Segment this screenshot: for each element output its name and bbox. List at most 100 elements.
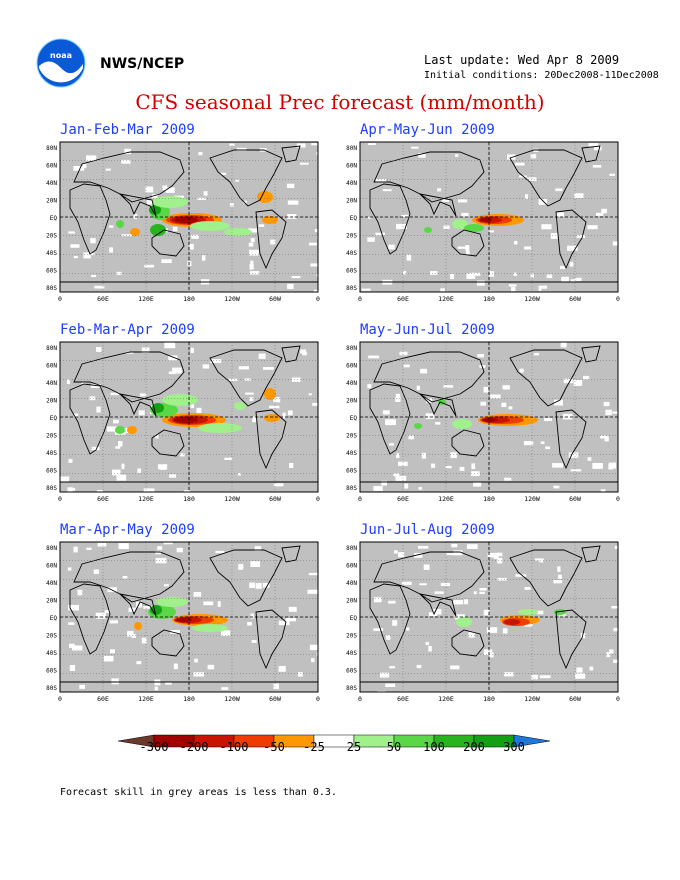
lon-label: 120W [224, 295, 240, 303]
anomaly-patch [130, 228, 140, 236]
lat-label: 80S [346, 485, 357, 492]
lat-label: 60N [46, 163, 57, 170]
lon-label: 60W [569, 695, 581, 703]
page-title: CFS seasonal Prec forecast (mm/month) [135, 90, 545, 114]
lon-label: 60E [397, 495, 409, 503]
lat-label: 40S [46, 650, 57, 657]
lat-label: 80N [346, 145, 357, 152]
colorbar-label: -50 [263, 740, 285, 754]
lat-label: 40S [46, 450, 57, 457]
anomaly-patch [149, 205, 161, 215]
lon-label: 120E [438, 695, 454, 703]
lat-label: 80S [46, 485, 57, 492]
lat-label: EQ [50, 615, 58, 622]
anomaly-patch [134, 622, 142, 630]
last-update-text: Last update: Wed Apr 8 2009 [424, 53, 620, 67]
lat-label: 20S [346, 433, 357, 440]
lon-label: 0 [358, 495, 362, 503]
lat-label: 60N [346, 163, 357, 170]
lon-label: 180 [183, 495, 195, 503]
forecast-map-mam: 80N 60N 40N 20N EQ 20S 40S 60S 80S 0 60E 120E 180 120… [32, 540, 322, 705]
lat-label: 60S [46, 668, 57, 675]
lon-label: 120E [438, 495, 454, 503]
lat-label: 40S [346, 450, 357, 457]
lon-label: 120E [138, 495, 154, 503]
lat-label: 40N [346, 180, 357, 187]
lat-label: 60N [46, 563, 57, 570]
colorbar-label: -100 [219, 740, 249, 754]
anomaly-patch [262, 216, 278, 224]
lon-label: 120E [138, 695, 154, 703]
lon-label: 120E [438, 295, 454, 303]
colorbar [118, 734, 551, 748]
lat-label: EQ [350, 615, 358, 622]
panel-title-mjj: May-Jun-Jul 2009 [360, 322, 495, 338]
lon-label: 180 [483, 295, 495, 303]
lon-label: 0 [316, 295, 320, 303]
lon-label: 60W [569, 295, 581, 303]
anomaly-patch [480, 218, 492, 222]
lon-label: 60E [97, 695, 109, 703]
forecast-map-mjj: 80N 60N 40N 20N EQ 20S 40S 60S 80S 0 60E 120E 180 120… [332, 340, 622, 505]
lat-label: 40N [346, 580, 357, 587]
lon-label: 60W [569, 495, 581, 503]
org-label: NWS/NCEP [100, 56, 185, 72]
colorbar-label: -25 [303, 740, 325, 754]
lon-label: 0 [358, 695, 362, 703]
lon-label: 0 [358, 295, 362, 303]
lat-label: 20S [46, 233, 57, 240]
lon-label: 60W [269, 695, 281, 703]
anomaly-patch [127, 426, 137, 434]
anomaly-patch [257, 191, 273, 203]
lat-label: 80N [46, 145, 57, 152]
lat-label: 20S [46, 433, 57, 440]
lat-label: EQ [350, 215, 358, 222]
lat-label: 80N [346, 345, 357, 352]
lon-label: 0 [616, 495, 620, 503]
colorbar-label: 100 [423, 740, 445, 754]
anomaly-patch [482, 418, 498, 422]
lat-label: 20N [46, 198, 57, 205]
lon-label: 0 [616, 695, 620, 703]
lat-label: 80N [46, 345, 57, 352]
lon-label: 180 [483, 695, 495, 703]
lat-label: 60S [346, 468, 357, 475]
lon-label: 180 [183, 695, 195, 703]
lat-label: 40S [46, 250, 57, 257]
lat-label: 20S [346, 233, 357, 240]
panel-title-jfm: Jan-Feb-Mar 2009 [60, 122, 195, 138]
lon-label: 120W [524, 695, 540, 703]
lon-label: 0 [316, 695, 320, 703]
lon-label: 60E [397, 695, 409, 703]
lon-label: 180 [483, 495, 495, 503]
lat-label: 60S [46, 468, 57, 475]
lat-label: 40N [346, 380, 357, 387]
lat-label: 60S [346, 668, 357, 675]
lon-label: 0 [616, 295, 620, 303]
lat-label: 80N [346, 545, 357, 552]
lon-label: 120W [524, 495, 540, 503]
lat-label: 40S [346, 250, 357, 257]
lat-label: 80S [46, 285, 57, 292]
lat-label: EQ [350, 415, 358, 422]
lat-label: 60N [346, 363, 357, 370]
anomaly-patch [264, 414, 280, 422]
lat-label: 20N [46, 398, 57, 405]
lat-label: 40S [346, 650, 357, 657]
lat-label: 80S [346, 685, 357, 692]
lat-label: 20N [346, 598, 357, 605]
lat-label: 80S [346, 285, 357, 292]
anomaly-patch [264, 388, 276, 400]
colorbar-label: 25 [346, 740, 362, 754]
lat-label: 60N [46, 363, 57, 370]
anomaly-patch [152, 196, 188, 208]
lat-label: 20N [46, 598, 57, 605]
anomaly-patch [554, 609, 566, 615]
anomaly-patch [150, 224, 166, 236]
